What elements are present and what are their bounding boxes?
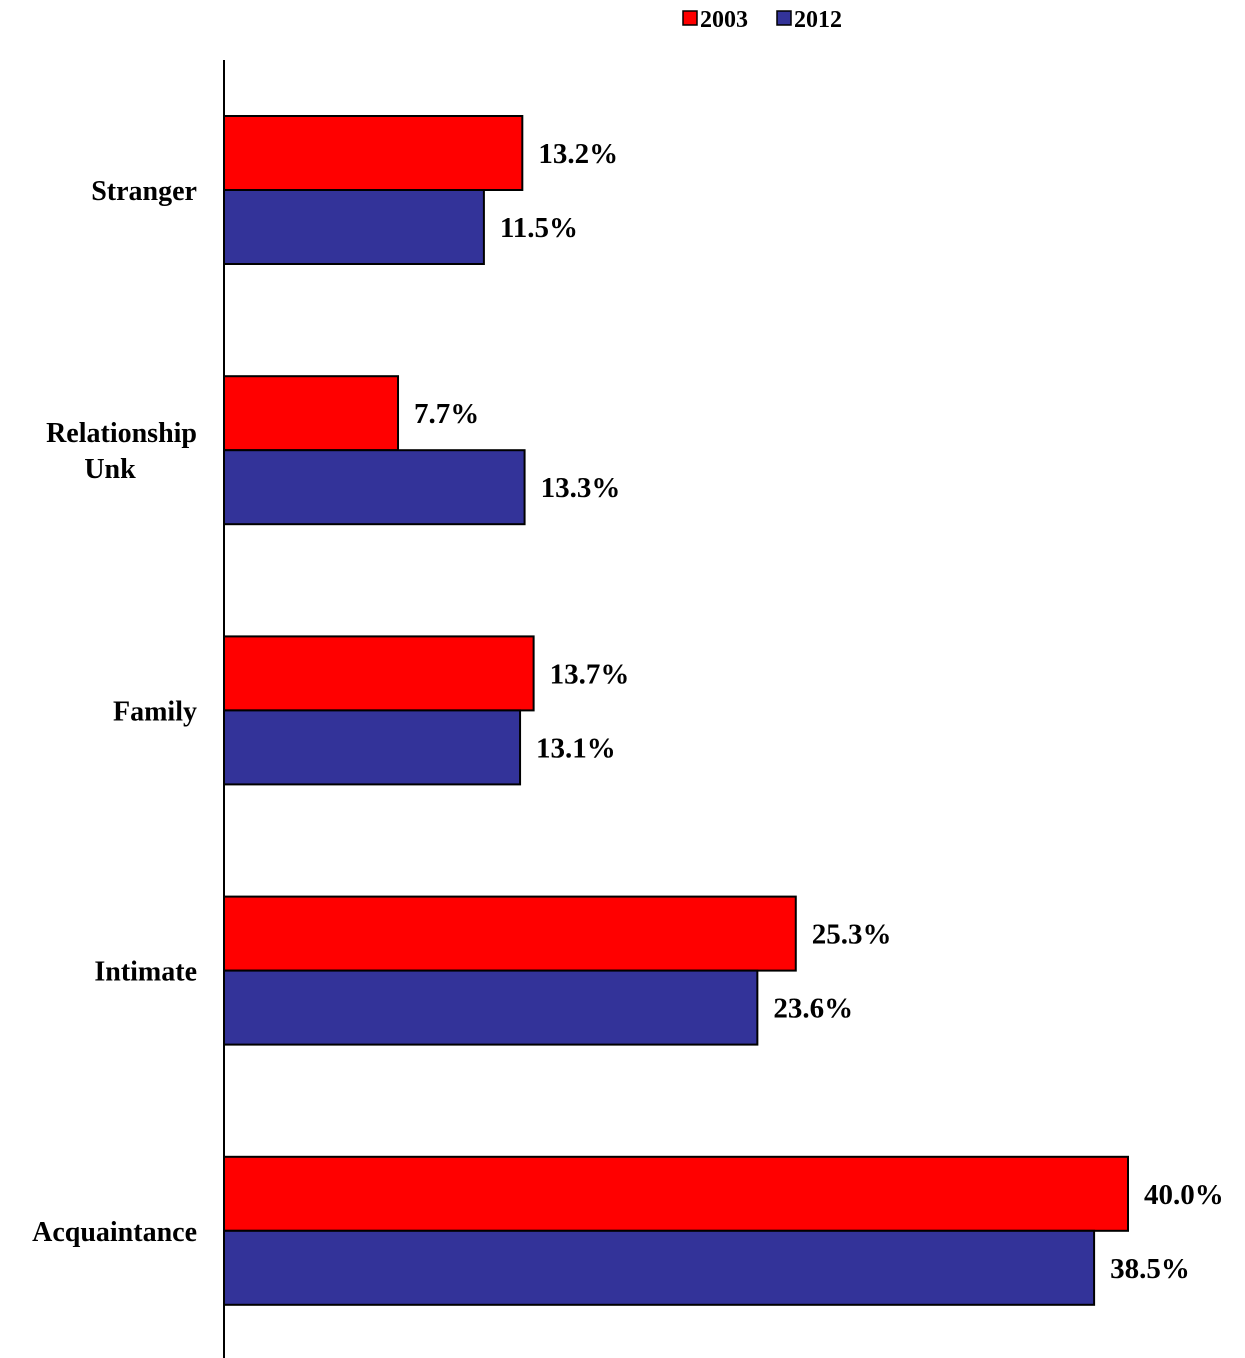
bar-2012-acquaintance (223, 1229, 1096, 1306)
value-label: 40.0% (1144, 1179, 1224, 1211)
value-label: 38.5% (1110, 1253, 1190, 1285)
legend-swatch-2003 (682, 10, 698, 26)
value-label: 25.3% (812, 919, 892, 951)
bar-2012-intimate (223, 969, 759, 1046)
legend: 2003 2012 (682, 7, 842, 33)
category-label: Stranger (91, 176, 197, 207)
value-labels: 13.2% 11.5% 7.7% 13.3% 13.7% 13.1% 25.3% 23.6% 4… (414, 138, 1224, 1285)
bar-2012-family (223, 709, 522, 786)
value-label: 13.7% (550, 658, 630, 690)
value-label: 13.2% (538, 138, 618, 170)
legend-swatch-2012 (776, 10, 792, 26)
category-label: Family (113, 696, 197, 727)
value-label: 13.1% (536, 732, 616, 764)
bar-2003-intimate (223, 895, 797, 972)
value-label: 11.5% (500, 212, 578, 244)
category-label-line: Unk (84, 454, 136, 485)
category-label-line: Family (113, 696, 197, 727)
bar-2003-family (223, 635, 535, 712)
bar-2003-acquaintance (223, 1155, 1129, 1232)
bars (223, 115, 1129, 1306)
category-label: Intimate (94, 957, 197, 988)
bar-2003-relationship-unk (223, 375, 400, 452)
category-labels: Stranger Relationship Unk Family Intimate Acq… (32, 176, 197, 1248)
category-label-line: Relationship (46, 418, 197, 449)
category-label: Acquaintance (32, 1217, 197, 1248)
bar-2012-relationship-unk (223, 449, 526, 526)
bar-2012-stranger (223, 189, 485, 265)
legend-label: 2003 (700, 7, 748, 33)
bar-2003-stranger (223, 115, 524, 191)
category-label-line: Acquaintance (32, 1217, 197, 1248)
category-label-line: Stranger (91, 176, 197, 207)
value-label: 23.6% (773, 993, 853, 1025)
legend-label: 2012 (794, 7, 842, 33)
category-label: Relationship Unk (46, 418, 197, 485)
category-label-line: Intimate (94, 957, 197, 988)
value-label: 7.7% (414, 398, 479, 430)
value-label: 13.3% (541, 472, 621, 504)
